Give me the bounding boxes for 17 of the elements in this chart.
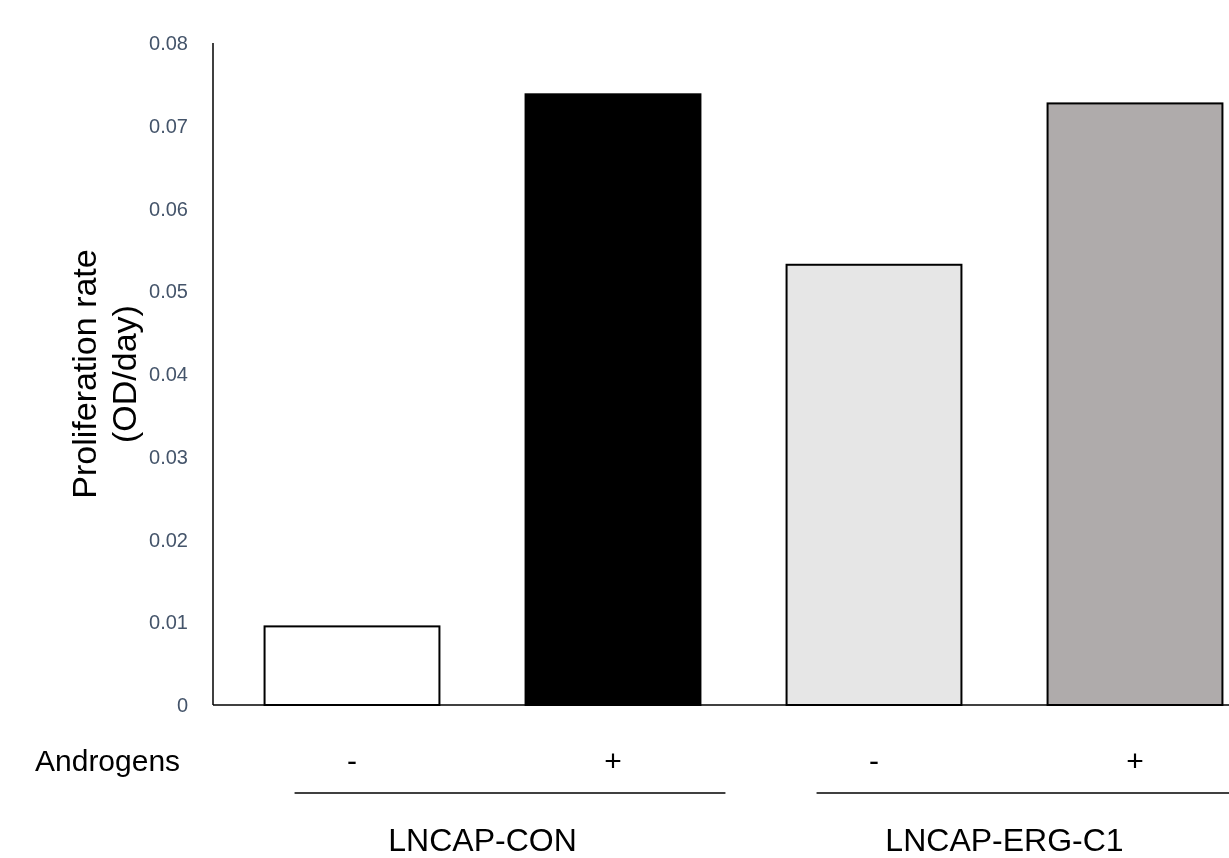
x-tick-label: + xyxy=(604,743,622,777)
y-tick-label: 0.02 xyxy=(149,528,188,551)
text: LNCAP-CON xyxy=(388,822,577,858)
x-tick-label: - xyxy=(869,743,879,777)
y-axis-title: Proliferation rate (OD/day) xyxy=(65,249,143,499)
y-tick-label: 0.06 xyxy=(149,197,188,220)
y-tick-label: 0.04 xyxy=(149,363,188,385)
y-tick-label: 0.05 xyxy=(149,280,188,303)
y-tick-label: 0.01 xyxy=(149,611,188,634)
y-tick-label: 0.07 xyxy=(149,114,188,137)
x-tick-label: - xyxy=(347,743,357,777)
text: Androgens xyxy=(35,743,181,777)
y-tick-label: 0 xyxy=(176,694,188,716)
y-tick-label: 0.08 xyxy=(149,32,188,54)
x-tick-label: + xyxy=(1126,743,1144,777)
text: LNCAP-ERG-C1 xyxy=(885,822,1124,858)
y-tick-label: 0.03 xyxy=(149,445,188,468)
